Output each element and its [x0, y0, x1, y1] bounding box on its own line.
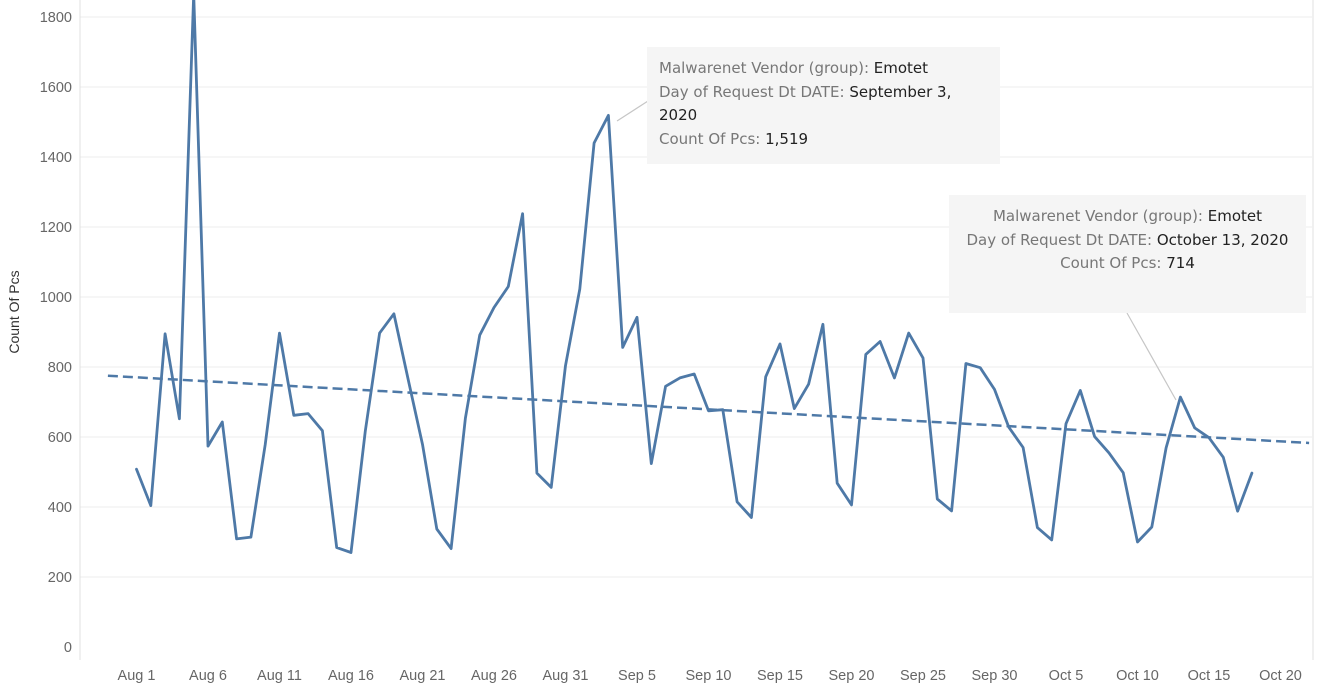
tooltip-vendor-label: Malwarenet Vendor (group):: [992, 207, 1203, 225]
tooltip-oct-13: Malwarenet Vendor (group): Emotet Day of…: [949, 195, 1306, 313]
x-tick-label: Oct 10: [1116, 668, 1159, 684]
y-tick-label: 800: [48, 360, 72, 376]
tooltip-connector-1: [616, 100, 649, 122]
tooltip-date-row: Day of Request Dt DATE: October 13, 2020: [961, 229, 1294, 253]
tooltip-date-value: September 3, 2020: [659, 82, 952, 125]
tooltip-count-row: Count Of Pcs: 714: [961, 252, 1294, 276]
y-tick-label: 1200: [40, 220, 72, 236]
tooltip-vendor-row: Malwarenet Vendor (group): Emotet: [659, 57, 988, 81]
x-tick-label: Oct 20: [1259, 668, 1302, 684]
x-tick-label: Sep 10: [686, 668, 732, 684]
x-tick-label: Aug 11: [257, 668, 302, 684]
x-tick-label: Aug 21: [400, 668, 446, 684]
tooltip-vendor-label: Malwarenet Vendor (group):: [659, 59, 869, 77]
tooltip-date-value: October 13, 2020: [1156, 230, 1289, 249]
tooltip-connector-2: [1126, 312, 1177, 401]
y-axis-ticks: 0 200 400 600 800 1000 1200 1400 1600 1800: [40, 10, 72, 656]
y-tick-label: 1000: [40, 290, 72, 306]
x-tick-label: Aug 6: [189, 668, 227, 684]
x-tick-label: Sep 5: [618, 668, 656, 684]
y-tick-label: 0: [64, 640, 72, 656]
y-tick-label: 1600: [40, 80, 72, 96]
y-tick-label: 400: [48, 500, 72, 516]
x-tick-label: Aug 16: [328, 668, 374, 684]
x-tick-label: Aug 1: [118, 668, 156, 684]
x-tick-label: Sep 20: [829, 668, 875, 684]
tooltip-vendor-row: Malwarenet Vendor (group): Emotet: [961, 205, 1294, 229]
x-tick-label: Oct 5: [1049, 668, 1084, 684]
tooltip-count-value: 714: [1166, 254, 1195, 272]
x-axis-ticks: Aug 1 Aug 6 Aug 11 Aug 16 Aug 21 Aug 26 Aug 31…: [118, 668, 1302, 684]
tooltip-count-label: Count Of Pcs:: [659, 129, 761, 148]
y-tick-label: 1400: [40, 150, 72, 166]
x-tick-label: Oct 15: [1188, 668, 1231, 684]
x-tick-label: Aug 31: [543, 668, 589, 684]
x-tick-label: Sep 15: [757, 668, 803, 684]
x-tick-label: Sep 25: [900, 668, 946, 684]
series-line[interactable]: [135, 0, 1254, 554]
x-tick-label: Aug 26: [471, 668, 517, 684]
tooltip-date-label: Day of Request Dt DATE:: [659, 82, 845, 101]
tooltip-count-value: 1,519: [765, 129, 809, 148]
y-tick-label: 1800: [40, 10, 72, 26]
tooltip-vendor-value: Emotet: [1207, 207, 1263, 225]
tooltip-date-row: Day of Request Dt DATE: September 3, 202…: [659, 81, 988, 128]
tooltip-count-row: Count Of Pcs: 1,519: [659, 128, 988, 152]
y-axis-title: Count Of Pcs: [6, 270, 22, 353]
tooltip-sep-3: Malwarenet Vendor (group): Emotet Day of…: [647, 47, 1000, 164]
y-tick-label: 200: [48, 570, 72, 586]
tooltip-count-label: Count Of Pcs:: [1060, 254, 1162, 272]
x-tick-label: Sep 30: [972, 668, 1018, 684]
tooltip-date-label: Day of Request Dt DATE:: [966, 230, 1153, 249]
y-tick-label: 600: [48, 430, 72, 446]
tooltip-vendor-value: Emotet: [873, 59, 929, 77]
